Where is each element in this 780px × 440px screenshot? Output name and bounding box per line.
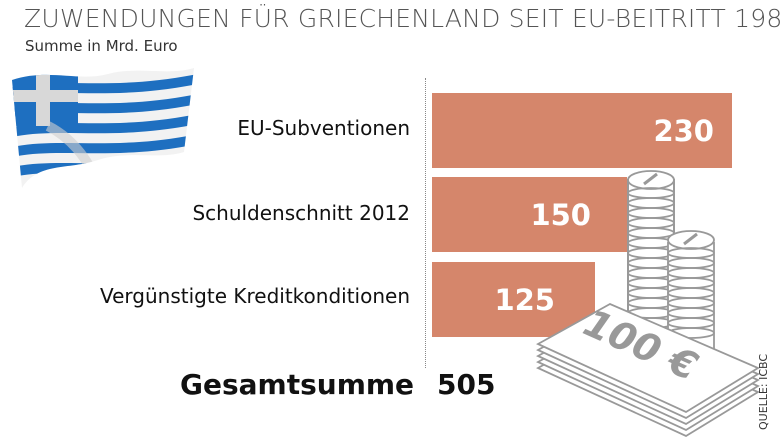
bar-label-kreditkonditionen: Vergünstigte Kreditkonditionen (100, 284, 410, 308)
bar-eu-subventionen: 230 (432, 93, 732, 168)
bar-label-schuldenschnitt: Schuldenschnitt 2012 (192, 201, 410, 225)
axis-line (425, 78, 426, 368)
greek-flag-icon (12, 68, 194, 188)
source-note: QUELLE: ICBC (757, 353, 770, 430)
bar-kreditkonditionen: 125 (432, 262, 595, 337)
bar-value: 125 (494, 282, 555, 317)
chart-title: ZUWENDUNGEN FÜR GRIECHENLAND SEIT EU-BEI… (24, 4, 780, 33)
chart-subtitle: Summe in Mrd. Euro (25, 37, 178, 55)
bar-schuldenschnitt: 150 (432, 177, 627, 252)
banknote-stack-icon: 100 € (536, 300, 760, 438)
bar-value: 230 (653, 113, 714, 148)
total-value: 505 (437, 368, 496, 401)
bar-label-eu-subventionen: EU-Subventionen (237, 116, 410, 140)
total-label: Gesamtsumme (180, 368, 415, 401)
bar-value: 150 (530, 197, 591, 232)
